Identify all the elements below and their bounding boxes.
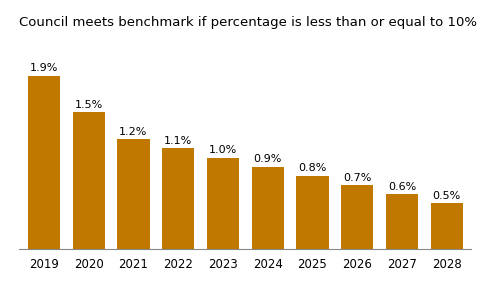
Bar: [206, 158, 239, 249]
Text: 1.1%: 1.1%: [164, 136, 192, 146]
Text: 1.9%: 1.9%: [30, 63, 58, 73]
Text: 0.9%: 0.9%: [253, 154, 281, 164]
Bar: [385, 194, 417, 249]
Text: 1.5%: 1.5%: [74, 100, 103, 110]
Bar: [72, 112, 105, 249]
Text: 0.8%: 0.8%: [298, 164, 326, 173]
Bar: [340, 185, 372, 249]
Text: 0.6%: 0.6%: [387, 182, 415, 192]
Text: 0.7%: 0.7%: [342, 173, 371, 183]
Text: Council meets benchmark if percentage is less than or equal to 10%: Council meets benchmark if percentage is…: [19, 16, 476, 29]
Bar: [117, 139, 149, 249]
Bar: [28, 76, 60, 249]
Bar: [251, 167, 283, 249]
Bar: [162, 149, 194, 249]
Bar: [296, 176, 328, 249]
Text: 1.0%: 1.0%: [208, 145, 237, 155]
Text: 1.2%: 1.2%: [119, 127, 147, 137]
Bar: [430, 203, 462, 249]
Text: 0.5%: 0.5%: [432, 191, 460, 201]
